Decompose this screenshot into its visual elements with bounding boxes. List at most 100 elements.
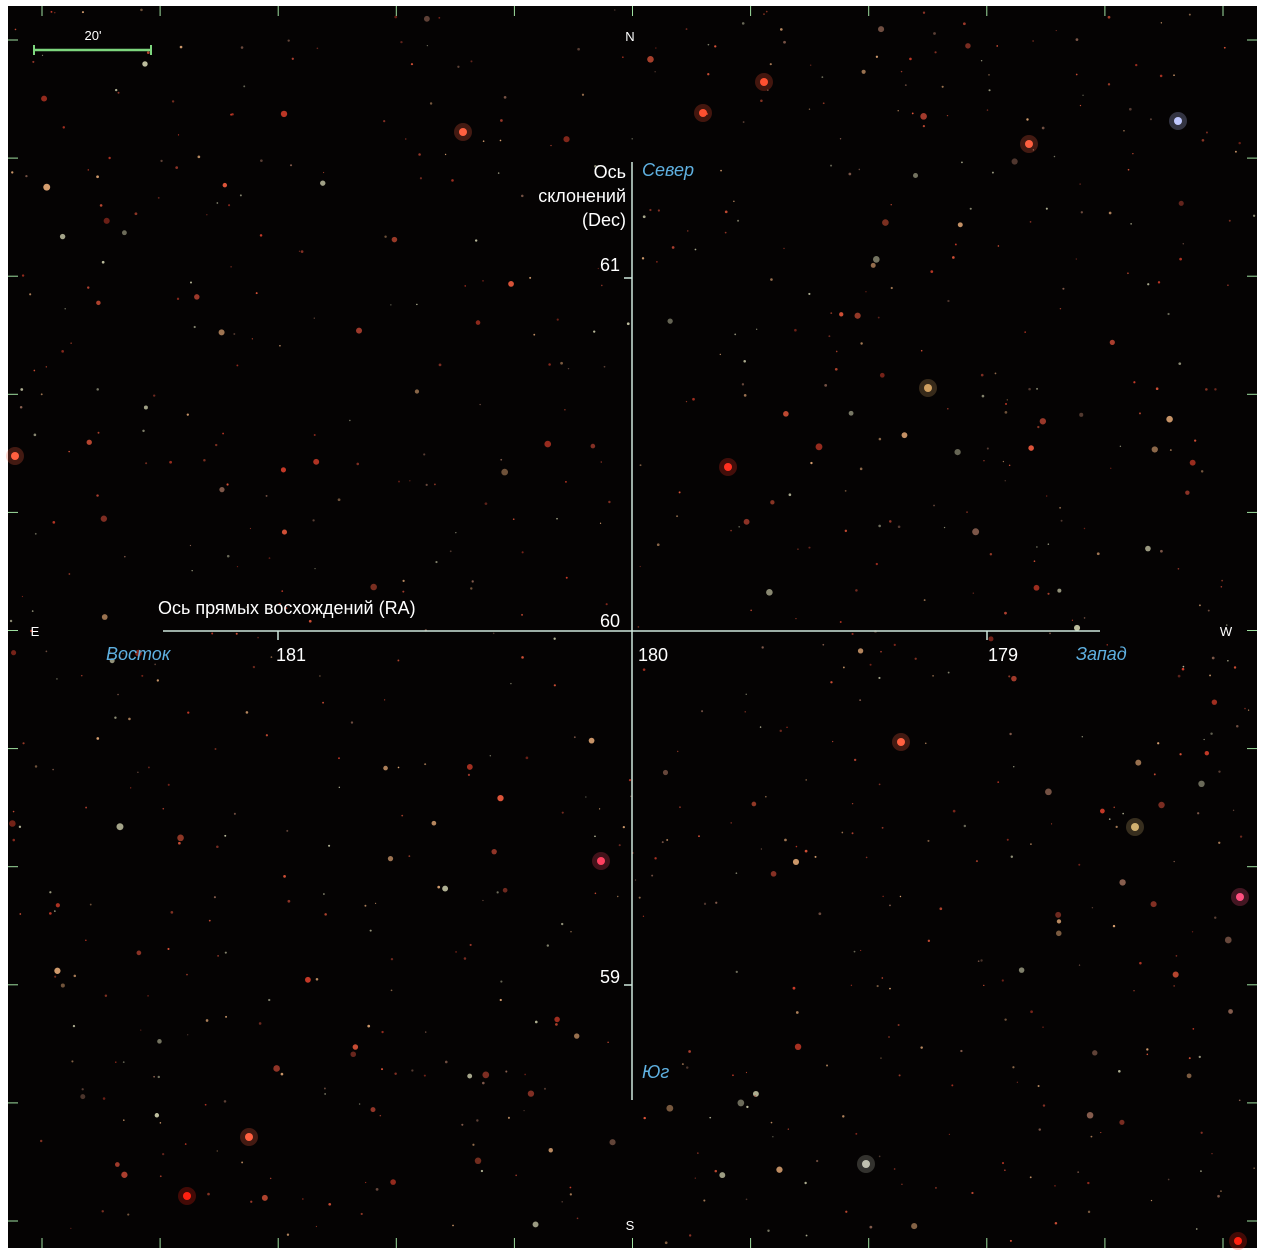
- star: [87, 169, 90, 171]
- star: [100, 515, 108, 522]
- star: [920, 1046, 923, 1049]
- star: [358, 1103, 361, 1105]
- star: [560, 922, 564, 926]
- star: [224, 951, 227, 954]
- dec-tick-label: 59: [600, 967, 620, 987]
- star: [497, 172, 500, 174]
- star: [1218, 770, 1221, 773]
- star: [96, 175, 99, 179]
- star: [1107, 83, 1111, 86]
- star: [1032, 149, 1035, 151]
- star: [328, 844, 331, 847]
- star: [1009, 732, 1012, 736]
- star: [637, 626, 640, 628]
- star: [186, 413, 189, 416]
- star: [922, 125, 926, 128]
- star: [463, 957, 467, 960]
- star: [601, 284, 603, 287]
- star: [1004, 480, 1006, 482]
- star: [384, 235, 387, 238]
- star: [245, 606, 248, 608]
- star: [397, 766, 400, 769]
- star: [226, 554, 230, 558]
- stars: [6, 8, 1256, 1250]
- star: [1122, 812, 1124, 815]
- star: [280, 110, 288, 118]
- star: [50, 10, 53, 13]
- star: [1173, 74, 1175, 76]
- star: [156, 679, 159, 682]
- star: [1075, 258, 1077, 260]
- star: [157, 196, 160, 199]
- star: [845, 1210, 848, 1213]
- star: [556, 517, 558, 520]
- star: [492, 632, 495, 635]
- star: [147, 995, 149, 997]
- star: [1195, 1228, 1198, 1230]
- star: [878, 26, 885, 33]
- edge-ticks: [8, 6, 1257, 1248]
- star: [597, 267, 599, 270]
- star: [657, 209, 660, 212]
- star: [40, 393, 43, 396]
- star: [442, 885, 449, 892]
- star: [642, 215, 646, 219]
- star: [1182, 665, 1185, 668]
- star: [767, 89, 769, 91]
- star: [786, 726, 788, 729]
- star: [661, 841, 664, 844]
- star: [975, 860, 978, 863]
- star: [218, 329, 225, 336]
- star: [981, 394, 985, 398]
- star: [1204, 750, 1210, 756]
- star: [1189, 459, 1196, 466]
- star: [121, 1171, 128, 1178]
- star: [1057, 588, 1062, 593]
- star: [116, 823, 124, 831]
- star: [1233, 666, 1237, 669]
- star: [70, 342, 72, 345]
- star: [681, 1063, 684, 1066]
- star: [1082, 94, 1084, 96]
- star: [932, 675, 934, 677]
- star: [12, 810, 15, 813]
- star: [162, 807, 165, 810]
- star: [742, 121, 745, 123]
- star: [714, 1169, 718, 1173]
- star: [603, 365, 606, 368]
- star: [848, 410, 854, 416]
- star: [349, 419, 351, 422]
- star: [20, 388, 24, 391]
- star: [482, 899, 484, 902]
- star: [352, 1044, 359, 1050]
- star: [745, 1071, 748, 1074]
- dec-tick-label: 61: [600, 255, 620, 275]
- star: [983, 984, 985, 987]
- star: [364, 904, 367, 907]
- star: [1177, 567, 1180, 570]
- star: [29, 293, 32, 296]
- star: [1167, 312, 1170, 316]
- star: [1037, 1084, 1040, 1088]
- star: [455, 531, 457, 534]
- star: [543, 1087, 546, 1090]
- star: [770, 1121, 773, 1124]
- star: [444, 153, 447, 156]
- star: [744, 711, 746, 713]
- star: [703, 902, 707, 905]
- star: [859, 467, 863, 471]
- star: [1173, 860, 1175, 863]
- star: [994, 372, 997, 375]
- star: [128, 717, 131, 721]
- star: [197, 155, 201, 159]
- star: [1096, 552, 1100, 556]
- star: [467, 1073, 473, 1079]
- star: [258, 1022, 262, 1025]
- star: [394, 15, 398, 19]
- star: [754, 1094, 757, 1097]
- star: [315, 1225, 318, 1228]
- star: [252, 665, 256, 669]
- star: [438, 363, 442, 367]
- star: [54, 910, 56, 912]
- star: [581, 93, 585, 96]
